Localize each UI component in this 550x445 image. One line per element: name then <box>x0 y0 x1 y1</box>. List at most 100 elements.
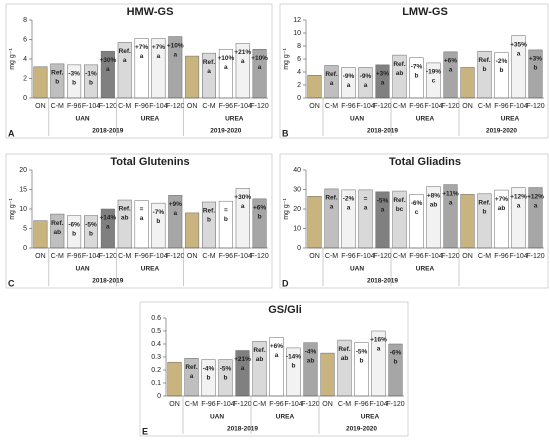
bar-label: Ref. <box>119 48 131 55</box>
nitrogen-label: UAN <box>350 116 364 123</box>
bar-label: -9% <box>343 73 355 80</box>
x-tick-label: C-M <box>185 401 198 408</box>
bar-label: b <box>360 357 364 364</box>
bar-label: ab <box>396 70 404 77</box>
bar-label: a <box>381 80 385 87</box>
bar-label: a <box>347 82 351 89</box>
bar-label: a <box>449 199 453 206</box>
x-tick-label: F-96 <box>201 401 216 408</box>
nitrogen-label: UREA <box>416 266 435 273</box>
bar-label: ab <box>121 215 129 222</box>
x-tick-label: F-104 <box>82 253 100 260</box>
bar-label: a <box>241 58 245 65</box>
bar-label: +35% <box>510 41 527 48</box>
bar-label: b <box>55 79 59 86</box>
x-tick-label: ON <box>187 253 198 260</box>
bar <box>33 66 48 99</box>
y-tick-label: 0 <box>23 95 27 102</box>
bar <box>460 67 475 99</box>
chart-title: HMW-GS <box>127 6 174 18</box>
bar-label: b <box>534 65 538 72</box>
bar-label: b <box>258 214 262 221</box>
x-tick-label: F-104 <box>149 103 167 110</box>
bar-label: -6% <box>411 200 423 207</box>
x-tick-label: F-120 <box>166 103 184 110</box>
bar-label: a <box>140 53 144 60</box>
bar-label: +6% <box>253 205 266 212</box>
plot-frame <box>5 3 273 139</box>
x-tick-label: F-120 <box>99 253 117 260</box>
chart-title: Total Gliadins <box>389 156 461 168</box>
nitrogen-label: UREA <box>141 266 160 273</box>
bar-label: -4% <box>305 348 317 355</box>
year-label: 2019-2020 <box>346 426 377 433</box>
bar-label: b <box>292 363 296 370</box>
bar-label: +3% <box>529 56 542 63</box>
bar-label: +12% <box>527 193 544 200</box>
x-tick-label: C-M <box>253 401 266 408</box>
y-tick-label: 20 <box>293 206 301 213</box>
x-tick-label: F-96 <box>134 103 149 110</box>
x-tick-label: F-96 <box>494 103 509 110</box>
bar-label: a <box>377 346 381 353</box>
x-tick-label: C-M <box>202 103 215 110</box>
bar-label: a <box>173 51 177 58</box>
bar-label: a <box>106 224 110 231</box>
bar-label: Ref. <box>325 195 337 202</box>
bar-label: b <box>72 230 76 237</box>
x-tick-label: ON <box>309 253 320 260</box>
bar-label: -3% <box>68 71 80 78</box>
y-tick-label: 12 <box>293 17 301 24</box>
y-tick-label: 4 <box>23 56 27 63</box>
bar-label: +14% <box>99 215 116 222</box>
bar-label: +12% <box>510 193 527 200</box>
y-tick-label: 10 <box>293 30 301 37</box>
x-tick-label: F-120 <box>386 401 404 408</box>
year-label: 2018-2019 <box>227 426 258 433</box>
y-tick-label: 6 <box>23 36 27 43</box>
x-tick-label: F-120 <box>250 103 268 110</box>
plot-frame <box>5 153 273 289</box>
bar-label: a <box>241 365 245 372</box>
bar-label: b <box>415 72 419 79</box>
bar-label: Ref. <box>185 364 197 371</box>
x-tick-label: F-120 <box>373 253 391 260</box>
nitrogen-label: UREA <box>276 414 295 421</box>
y-tick-label: 0 <box>23 245 27 252</box>
bar-label: a <box>157 53 161 60</box>
nitrogen-label: UREA <box>416 116 435 123</box>
bar-label: +6% <box>270 343 283 350</box>
bar-label: +3% <box>376 71 389 78</box>
bar-label: a <box>364 82 368 89</box>
year-label: 2019-2020 <box>486 128 517 135</box>
bar-label: +10% <box>217 55 234 62</box>
bar-label: b <box>89 80 93 87</box>
bar-label: -5% <box>85 221 97 228</box>
x-tick-label: C-M <box>51 253 64 260</box>
bar-label: a <box>207 68 211 75</box>
x-tick-label: F-104 <box>284 401 302 408</box>
x-tick-label: C-M <box>393 253 406 260</box>
x-tick-label: ON <box>462 253 473 260</box>
bar-label: Ref. <box>478 57 490 64</box>
x-tick-label: F-104 <box>424 253 442 260</box>
bar <box>185 212 200 249</box>
y-tick-label: 0.4 <box>151 341 161 348</box>
bar-label: = <box>224 207 228 214</box>
nitrogen-label: UAN <box>210 414 224 421</box>
x-tick-label: F-120 <box>233 401 251 408</box>
bar-label: b <box>224 216 228 223</box>
y-tick-label: 2 <box>297 82 301 89</box>
x-tick-label: F-96 <box>494 253 509 260</box>
bar-label: bc <box>396 206 404 213</box>
year-label: 2018-2019 <box>367 278 398 285</box>
x-tick-label: F-96 <box>409 103 424 110</box>
x-tick-label: F-120 <box>301 401 319 408</box>
y-axis-label: mg g⁻¹ <box>9 198 16 220</box>
x-tick-label: F-96 <box>341 253 356 260</box>
x-tick-label: F-104 <box>82 103 100 110</box>
bar-label: -1% <box>85 71 97 78</box>
bar-label: Ref. <box>478 200 490 207</box>
plot-frame <box>279 153 549 289</box>
x-tick-label: F-104 <box>424 103 442 110</box>
